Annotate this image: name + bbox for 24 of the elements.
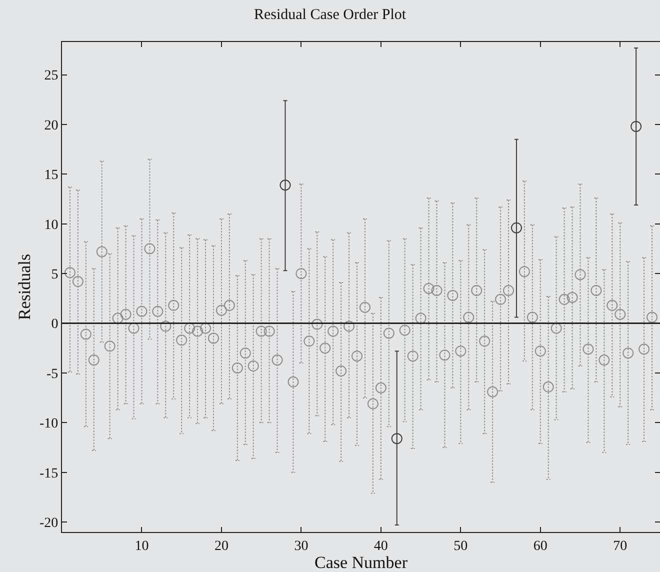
- x-tick-label: 30: [294, 538, 308, 554]
- y-tick-label: -15: [40, 466, 58, 482]
- x-tick-label: 20: [214, 538, 228, 554]
- chart-title: Residual Case Order Plot: [254, 7, 407, 24]
- y-tick-label: 10: [44, 218, 58, 233]
- x-axis-title: Case Number: [314, 553, 408, 572]
- y-tick-label: 0: [51, 317, 58, 332]
- y-tick-label: 20: [44, 118, 58, 134]
- x-tick-label: 50: [454, 538, 468, 554]
- y-tick-label: 25: [44, 68, 58, 84]
- point: [630, 120, 642, 132]
- y-tick-label: -5: [46, 366, 58, 382]
- point: [510, 222, 522, 234]
- y-tick-label: 15: [44, 168, 58, 184]
- y-tick-label: 5: [51, 267, 58, 282]
- y-axis-title: Residuals: [15, 254, 34, 320]
- y-tick-label: -10: [40, 416, 58, 432]
- point: [280, 180, 291, 191]
- x-tick-label: 60: [533, 538, 548, 554]
- x-tick-label: 40: [374, 538, 388, 554]
- y-tick-label: -20: [40, 516, 58, 531]
- point: [391, 433, 402, 444]
- x-tick-label: 10: [134, 538, 149, 554]
- x-tick-label: 70: [613, 538, 628, 554]
